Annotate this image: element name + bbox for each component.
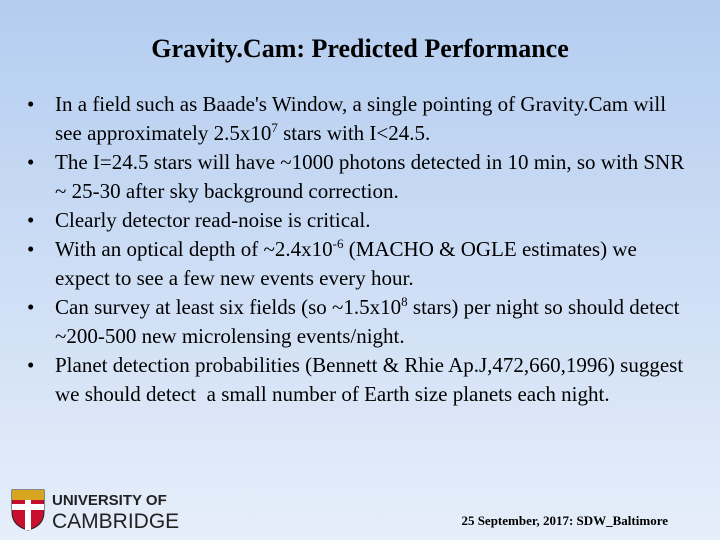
crest-chief — [12, 490, 44, 500]
bullet: In a field such as Baade's Window, a sin… — [0, 90, 690, 148]
bullet: Clearly detector read-noise is critical. — [0, 206, 690, 235]
crest-cross — [12, 504, 44, 510]
logo-line1: UNIVERSITY OF — [52, 492, 167, 509]
footer: 25 September, 2017: SDW_Baltimore — [461, 513, 668, 528]
text: Planet detection probabilities (Bennett … — [55, 353, 689, 406]
bullet: With an optical depth of ~2.4x10-6 (MACH… — [0, 235, 690, 293]
university-logo: UNIVERSITY OF CAMBRIDGE — [11, 489, 179, 532]
text: With an optical depth of ~2.4x10 — [55, 237, 333, 261]
text: (MACHO & OGLE estimates) we expect to se… — [55, 237, 643, 290]
bullet: Can survey at least six fields (so ~1.5x… — [0, 293, 690, 351]
title: Gravity.Cam: Predicted Performance — [151, 34, 569, 63]
bullet: Planet detection probabilities (Bennett … — [0, 351, 690, 409]
text: Clearly detector read-noise is critical. — [55, 208, 371, 232]
text: In a field such as Baade's Window, a sin… — [55, 92, 672, 145]
superscript: 7 — [271, 120, 278, 135]
bullet: The I=24.5 stars will have ~1000 photons… — [0, 148, 690, 206]
bullet-list: In a field such as Baade's Window, a sin… — [0, 90, 690, 409]
text: stars with I<24.5. — [277, 121, 431, 145]
text: stars) per night so should detect ~200-5… — [55, 295, 685, 348]
text: The I=24.5 stars will have ~1000 photons… — [55, 150, 690, 203]
superscript: 8 — [401, 294, 408, 309]
text: Can survey at least six fields (so ~1.5x… — [55, 295, 402, 319]
logo-line2: CAMBRIDGE — [52, 510, 179, 532]
superscript: -6 — [332, 236, 344, 251]
